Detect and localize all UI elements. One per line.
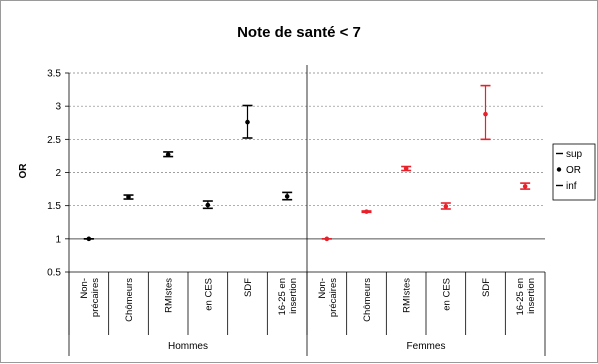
or-point xyxy=(403,166,409,171)
category-label: 16-25 eninsertion xyxy=(515,278,537,316)
or-point xyxy=(205,202,211,208)
y-tick-label: 2.5 xyxy=(47,135,61,146)
category-label: 16-25 eninsertion xyxy=(277,278,299,316)
group-label: Hommes xyxy=(168,341,208,352)
category-label: SDF xyxy=(481,278,492,297)
gridlines xyxy=(65,72,545,273)
or-point xyxy=(522,184,528,189)
or-point xyxy=(483,111,488,117)
y-tick-label: 1 xyxy=(55,234,61,245)
y-tick-label: 0.5 xyxy=(47,268,61,279)
or-point xyxy=(245,119,250,125)
category-label: RMIstes xyxy=(164,278,175,313)
category-label: Non-précaires xyxy=(79,278,101,317)
or-point xyxy=(443,204,449,209)
or-point xyxy=(324,236,330,242)
category-label: SDF xyxy=(243,278,254,297)
y-tick-labels: 0.5 1 1.5 2 2.5 3 3.5 xyxy=(47,69,61,279)
legend-or-marker xyxy=(556,167,562,172)
category-label: Non-précaires xyxy=(317,278,339,317)
or-point xyxy=(364,209,369,214)
y-tick-label: 3.5 xyxy=(47,69,61,80)
or-point xyxy=(284,194,290,199)
data-marks xyxy=(83,84,531,242)
legend-or-label: OR xyxy=(566,165,581,176)
axes xyxy=(68,65,546,356)
category-label: en CES xyxy=(441,278,452,311)
group-label: Femmes xyxy=(407,341,446,352)
legend: sup OR inf xyxy=(552,143,596,201)
y-tick-label: 3 xyxy=(55,102,61,113)
or-point xyxy=(126,194,131,200)
legend-inf-label: inf xyxy=(566,181,577,192)
category-label: Chômeurs xyxy=(362,278,373,322)
legend-sup-label: sup xyxy=(566,149,583,160)
chart-title: Note de santé < 7 xyxy=(237,24,361,41)
y-tick-label: 2 xyxy=(55,168,61,179)
category-label: RMIstes xyxy=(402,278,413,313)
or-point xyxy=(165,152,171,157)
y-tick-label: 1.5 xyxy=(47,201,61,212)
or-point xyxy=(86,236,92,242)
category-label: en CES xyxy=(203,278,214,311)
category-label: Chômeurs xyxy=(124,278,135,322)
y-axis-label: OR xyxy=(18,163,29,179)
category-labels: Non-précaires Chômeurs RMIstes en CES SDF 16-… xyxy=(79,278,537,352)
